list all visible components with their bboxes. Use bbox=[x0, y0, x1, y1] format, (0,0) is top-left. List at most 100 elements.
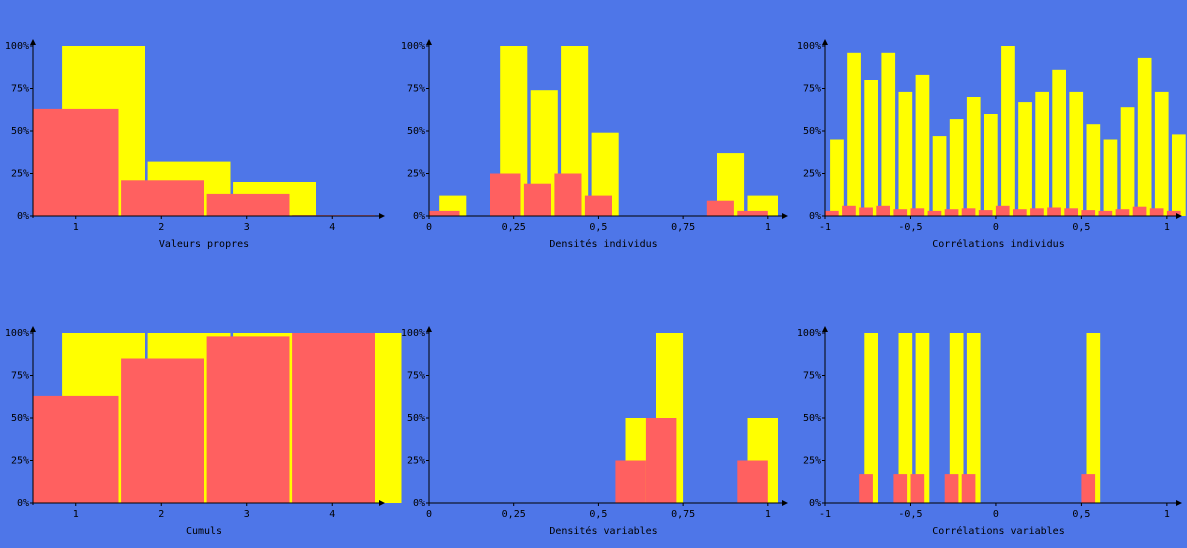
y-tick-label: 0% bbox=[413, 211, 425, 222]
y-tick-label: 75% bbox=[803, 84, 821, 95]
red-bar bbox=[1013, 209, 1027, 216]
y-tick-label: 100% bbox=[401, 328, 425, 339]
yellow-bar bbox=[1154, 91, 1169, 216]
x-axis-label: Densités individus bbox=[549, 238, 657, 250]
y-tick-label: 25% bbox=[407, 456, 425, 467]
x-tick-label: 1 bbox=[765, 509, 771, 520]
red-bar bbox=[927, 210, 942, 216]
y-tick-label: 25% bbox=[803, 456, 821, 467]
red-bar bbox=[33, 108, 119, 216]
x-axis-arrow bbox=[782, 213, 788, 219]
red-bar bbox=[33, 395, 119, 503]
chart-panel-2: 0% 25% 50% 75% 100% 0 0,25 0,5 0,75 1 Densités ind… bbox=[401, 39, 788, 250]
red-bar bbox=[961, 208, 976, 216]
y-axis-arrow bbox=[30, 39, 36, 45]
chart-panel-1: 0% 25% 50% 75% 100% 1 2 3 4 Valeurs propres bbox=[5, 39, 385, 250]
y-tick-label: 50% bbox=[407, 126, 425, 137]
red-bar bbox=[1132, 206, 1147, 216]
x-tick-label: 4 bbox=[329, 509, 335, 520]
y-tick-label: 50% bbox=[803, 126, 821, 137]
x-axis-label: Cumuls bbox=[186, 526, 222, 537]
x-tick-label: 1 bbox=[73, 509, 79, 520]
x-tick-label: 0 bbox=[426, 222, 432, 233]
x-tick-label: 0 bbox=[993, 509, 999, 520]
yellow-bar bbox=[949, 119, 964, 216]
red-bar bbox=[944, 209, 959, 216]
yellow-bar bbox=[1137, 57, 1152, 217]
yellow-bar bbox=[932, 136, 947, 216]
red-bar bbox=[944, 474, 959, 503]
x-tick-label: 2 bbox=[158, 509, 164, 520]
y-tick-label: 25% bbox=[803, 169, 821, 180]
yellow-bar bbox=[1069, 91, 1084, 216]
red-bar bbox=[121, 180, 204, 216]
y-axis-arrow bbox=[822, 39, 828, 45]
x-tick-label: 0 bbox=[426, 509, 432, 520]
red-bar bbox=[859, 474, 873, 503]
yellow-bar bbox=[1172, 134, 1186, 216]
yellow-bar bbox=[1001, 46, 1015, 216]
x-axis-label: Densités variables bbox=[549, 525, 657, 537]
x-tick-label: -0,5 bbox=[898, 509, 922, 520]
red-bar bbox=[1098, 210, 1113, 216]
y-tick-label: 100% bbox=[5, 328, 29, 339]
red-bar bbox=[1166, 210, 1181, 216]
y-tick-label: 100% bbox=[797, 41, 821, 52]
red-bar bbox=[1064, 208, 1078, 216]
red-bar bbox=[859, 207, 873, 216]
y-axis-arrow bbox=[426, 39, 432, 45]
x-tick-label: 1 bbox=[1164, 222, 1170, 233]
x-tick-label: 0,5 bbox=[1072, 222, 1090, 233]
red-bar bbox=[961, 474, 976, 503]
red-bar bbox=[584, 195, 612, 216]
red-bar bbox=[645, 418, 677, 503]
chart-panel-4: 0% 25% 50% 75% 100% 1 2 3 4 Cumuls bbox=[5, 326, 402, 537]
x-axis-arrow bbox=[1176, 213, 1182, 219]
red-bar bbox=[910, 208, 925, 216]
red-bar bbox=[737, 210, 768, 216]
red-bar bbox=[523, 183, 551, 216]
y-tick-label: 75% bbox=[803, 371, 821, 382]
yellow-bar bbox=[966, 97, 981, 216]
red-bar bbox=[1047, 207, 1061, 216]
x-tick-label: 0,5 bbox=[1072, 509, 1090, 520]
red-bar bbox=[706, 200, 734, 216]
red-bar bbox=[1081, 210, 1096, 217]
x-tick-label: 1 bbox=[765, 222, 771, 233]
y-tick-label: 0% bbox=[413, 498, 425, 509]
x-tick-label: 3 bbox=[244, 222, 250, 233]
x-axis-label: Corrélations individus bbox=[932, 238, 1064, 250]
x-axis-arrow bbox=[782, 500, 788, 506]
x-axis-arrow bbox=[1176, 500, 1182, 506]
yellow-bar bbox=[898, 333, 913, 503]
y-tick-label: 25% bbox=[407, 169, 425, 180]
x-tick-label: 0,25 bbox=[502, 509, 526, 520]
x-tick-label: -1 bbox=[819, 222, 831, 233]
red-bar bbox=[842, 205, 856, 216]
red-bar bbox=[893, 209, 908, 216]
x-tick-label: -0,5 bbox=[898, 222, 922, 233]
yellow-bar bbox=[966, 333, 981, 503]
x-axis-arrow bbox=[379, 213, 385, 219]
yellow-bar bbox=[1018, 102, 1032, 216]
red-bar bbox=[825, 210, 839, 216]
yellow-bar bbox=[1086, 124, 1101, 216]
yellow-bar bbox=[864, 80, 878, 216]
yellow-bar bbox=[984, 114, 998, 216]
x-tick-label: 0,75 bbox=[671, 509, 695, 520]
y-tick-label: 25% bbox=[11, 169, 29, 180]
red-bar bbox=[1115, 209, 1130, 216]
red-bar bbox=[206, 193, 290, 216]
y-axis-arrow bbox=[426, 326, 432, 332]
red-bar bbox=[206, 336, 290, 503]
yellow-bar bbox=[915, 333, 930, 503]
chart-panel-6: 0% 25% 50% 75% 100% -1 -0,5 0 0,5 1 Corrélations v… bbox=[797, 326, 1182, 537]
chart-panel-3: 0% 25% 50% 75% 100% -1 -0,5 0 0,5 1 Corrélations i… bbox=[797, 39, 1186, 250]
yellow-bar bbox=[1120, 107, 1135, 216]
y-tick-label: 100% bbox=[797, 328, 821, 339]
y-tick-label: 100% bbox=[5, 41, 29, 52]
x-tick-label: 4 bbox=[329, 222, 335, 233]
y-tick-label: 0% bbox=[17, 211, 29, 222]
y-tick-label: 100% bbox=[401, 41, 425, 52]
yellow-bar bbox=[1035, 91, 1049, 216]
